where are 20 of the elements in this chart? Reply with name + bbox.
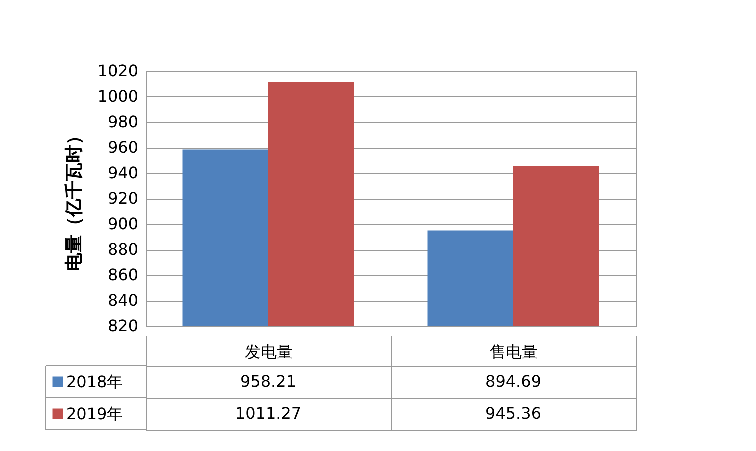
y-tick-label: 960	[108, 138, 138, 157]
y-tick-label: 880	[108, 240, 138, 259]
x-tick-label: 发电量	[245, 342, 293, 362]
y-tick-label: 980	[108, 112, 138, 132]
data-label: 894.69	[486, 372, 542, 391]
y-tick-label: 900	[108, 214, 138, 234]
y-tick-label: 940	[108, 164, 138, 182]
data-label: 1011.27	[235, 404, 302, 423]
data-label: 958.21	[240, 372, 296, 391]
x-tick-label: 售电量	[490, 342, 538, 362]
y-tick-label: 860	[108, 266, 138, 284]
y-tick-label: 840	[108, 291, 138, 310]
y-tick-label: 1020	[98, 62, 138, 80]
y-axis-title: 电量（亿千瓦时）	[64, 127, 85, 271]
y-tick-label: 920	[108, 189, 138, 208]
y-tick-label: 820	[108, 316, 138, 336]
data-label: 945.36	[486, 404, 542, 423]
legend-label: 2018年	[66, 372, 124, 392]
y-tick-label: 1000	[98, 87, 138, 106]
legend-label: 2019年	[66, 404, 124, 424]
